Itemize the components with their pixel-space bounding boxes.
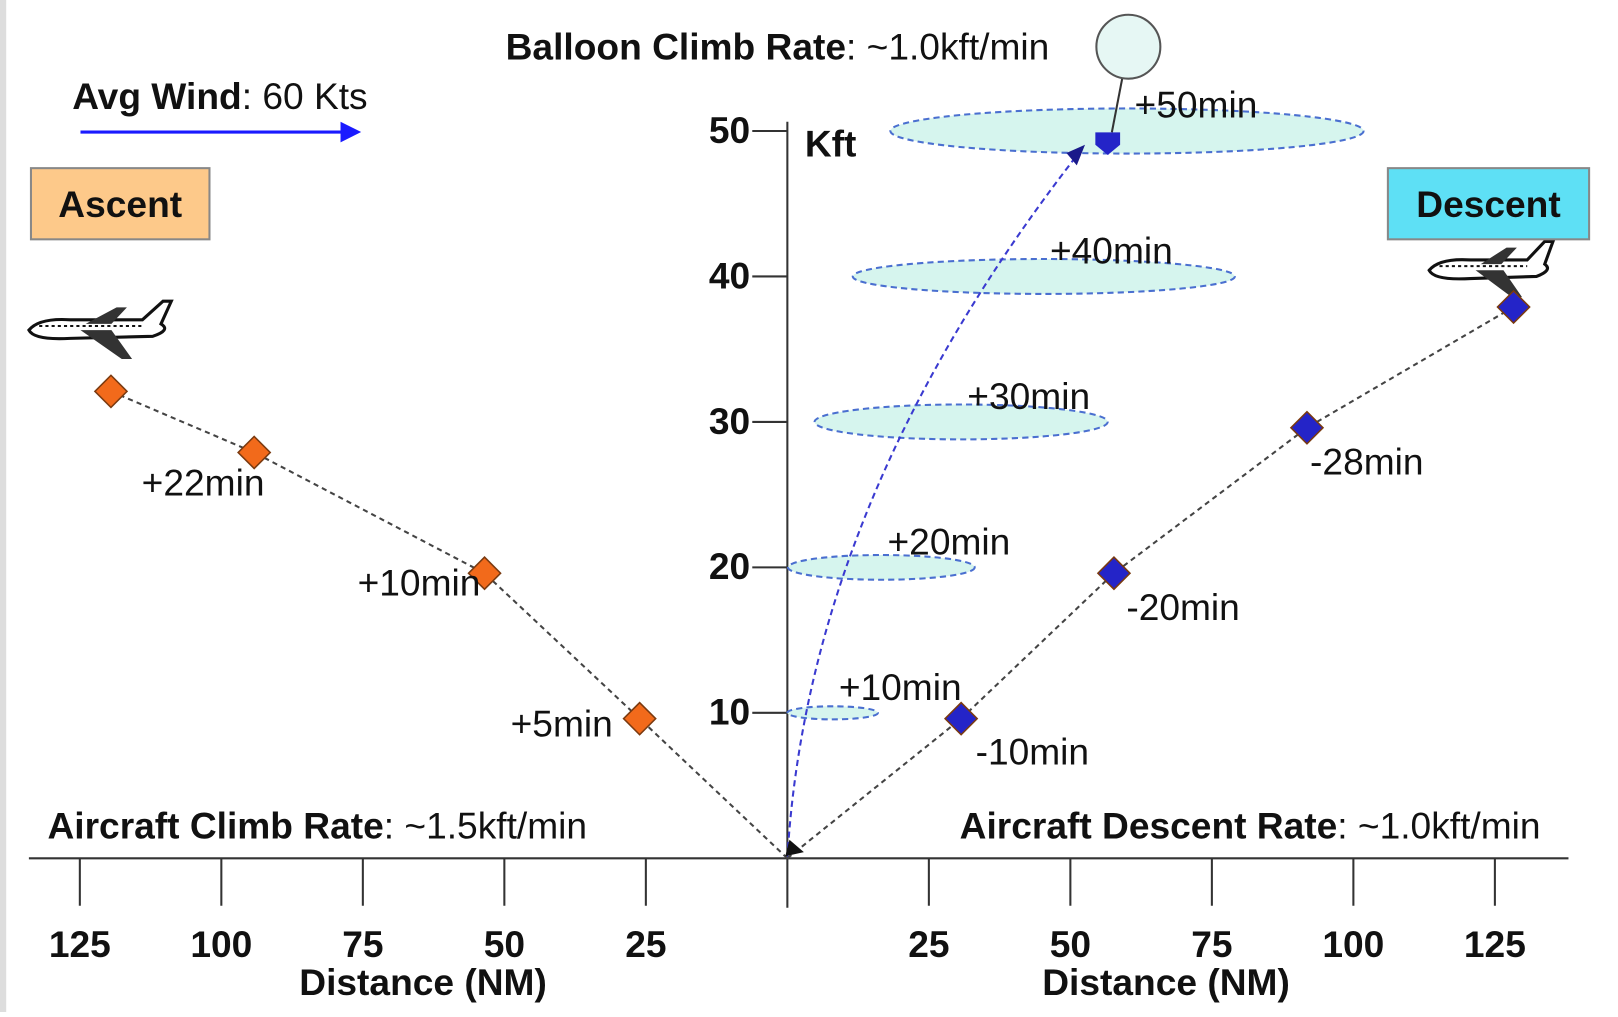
point-marker [237,435,272,470]
point-label: +22min [142,461,265,503]
y-axis-label: Kft [805,122,857,164]
y-tick-label: 20 [709,545,750,587]
track-line [110,390,641,720]
descent-bold: Aircraft Descent Rate [960,804,1338,846]
balloon-icon [1095,13,1162,80]
connector [786,717,962,860]
connector [638,717,789,860]
point-marker [1496,289,1531,325]
y-tick-label: 50 [709,109,750,151]
airplane [1427,239,1556,298]
x-tick-label: 25 [625,923,666,965]
edge [0,0,7,1012]
balloon-tether [1110,78,1124,133]
balloon-marker [1095,132,1121,156]
point-marker [622,701,657,736]
climb-note: Aircraft Climb Rate: ~1.5kft/min [47,804,587,846]
x-tick-label: 50 [1050,923,1091,965]
point-label: -28min [1310,441,1424,483]
point-label: +10min [358,561,481,603]
wind-arrowhead [340,121,362,143]
title-text: : ~1.0kft/min [846,25,1049,67]
descent-note: Aircraft Descent Rate: ~1.0kft/min [960,804,1541,846]
wind-text: : 60 Kts [242,75,368,117]
balloon-label: +20min [888,521,1011,563]
balloon-label: +10min [839,666,962,708]
x-axis-label: Distance (NM) [299,961,547,1003]
x-tick-label: 100 [1322,923,1384,965]
balloon-label: +50min [1135,83,1258,125]
x-tick-label: 125 [1464,923,1526,965]
balloon-region [889,107,1365,155]
point-marker [1096,556,1132,591]
point-label: +5min [511,703,613,745]
y-tick-label: 10 [709,691,750,733]
airplane [27,299,174,359]
point-label: -20min [1126,586,1240,628]
x-axis-label: Distance (NM) [1042,961,1290,1003]
x-tick-label: 25 [908,923,949,965]
chart-title: Balloon Climb Rate: ~1.0kft/min [506,25,1050,67]
x-tick-label: 125 [49,923,111,965]
point-marker [467,556,502,591]
title-bold: Balloon Climb Rate [506,25,846,67]
trajectory-arrowhead [1066,144,1086,166]
x-tick-label: 75 [342,923,383,965]
wind-bold: Avg Wind [72,75,241,117]
balloon-label: +30min [967,375,1090,417]
legend-box [1386,167,1591,241]
legend-label: Descent [1416,183,1560,225]
balloon-region [813,403,1109,441]
legend-box [29,167,211,241]
x-tick-label: 75 [1191,923,1232,965]
origin-arrowhead [785,839,804,857]
x-tick-label: 100 [190,923,252,965]
descent-text: : ~1.0kft/min [1337,804,1540,846]
balloon-region [786,705,879,721]
point-marker [1289,410,1325,445]
y-tick-label: 40 [709,254,750,296]
climb-text: : ~1.5kft/min [384,804,587,846]
x-tick-label: 50 [484,923,525,965]
point-marker [943,701,979,736]
wind-note: Avg Wind: 60 Kts [72,75,367,117]
balloon-region [786,553,976,581]
balloon-trajectory [786,152,1080,859]
point-label: -10min [976,731,1090,773]
legend-label: Ascent [58,183,182,225]
track-line [960,306,1515,720]
y-tick-label: 30 [709,400,750,442]
balloon-region [851,257,1236,295]
balloon-label: +40min [1050,230,1173,272]
climb-bold: Aircraft Climb Rate [47,804,383,846]
point-marker [93,374,129,409]
